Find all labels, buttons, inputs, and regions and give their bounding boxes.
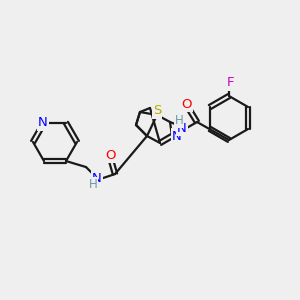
Text: N: N — [38, 116, 48, 129]
Text: N: N — [172, 130, 182, 142]
Text: F: F — [226, 76, 234, 89]
Text: N: N — [177, 122, 187, 134]
Text: S: S — [153, 104, 161, 118]
Text: H: H — [88, 178, 98, 190]
Text: N: N — [92, 172, 102, 184]
Text: O: O — [106, 148, 116, 162]
Text: H: H — [175, 115, 183, 128]
Text: O: O — [182, 98, 192, 110]
